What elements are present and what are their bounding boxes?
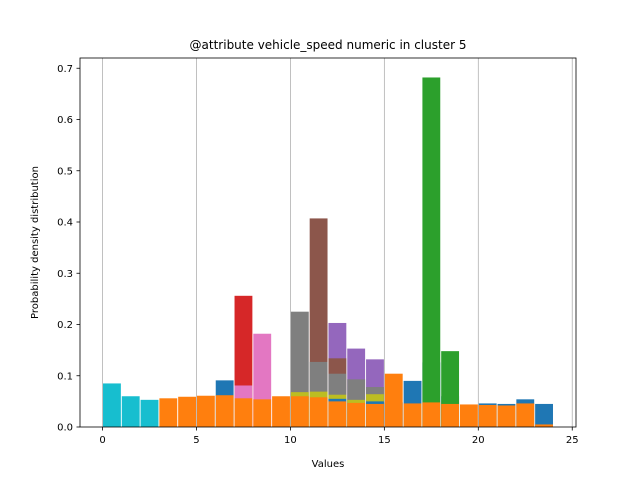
- y-tick-label: 0.4: [57, 218, 73, 229]
- bar: [159, 398, 178, 427]
- bar: [497, 405, 516, 427]
- bar: [403, 403, 422, 427]
- x-tick-label: 10: [284, 435, 297, 446]
- bar: [441, 403, 460, 427]
- bar: [290, 396, 309, 427]
- bar: [459, 404, 478, 427]
- bar: [422, 77, 441, 427]
- bar: [103, 383, 121, 427]
- bar: [366, 403, 384, 427]
- y-tick-label: 0.6: [57, 115, 73, 126]
- y-tick-label: 0.1: [57, 371, 73, 382]
- chart-title: @attribute vehicle_speed numeric in clus…: [190, 38, 467, 52]
- bar: [196, 395, 215, 427]
- bar: [140, 399, 159, 427]
- bar: [234, 398, 253, 427]
- bar: [272, 396, 290, 427]
- y-tick-label: 0.3: [57, 269, 73, 280]
- y-tick-label: 0.5: [57, 166, 73, 177]
- y-tick-label: 0.0: [57, 423, 73, 434]
- bar: [422, 402, 441, 427]
- y-tick-label: 0.7: [57, 64, 73, 75]
- x-tick-label: 15: [378, 435, 391, 446]
- x-axis-ticks: 0 5 10 15 20 25: [99, 427, 579, 446]
- bar: [516, 403, 535, 427]
- bar: [478, 404, 497, 427]
- bar: [535, 403, 553, 427]
- x-tick-label: 25: [566, 435, 579, 446]
- plot-frame: [79, 57, 577, 428]
- bar: [309, 397, 328, 427]
- y-axis-ticks: 0.0 0.1 0.2 0.3 0.4 0.5 0.6 0.7: [57, 64, 80, 434]
- bar: [384, 373, 403, 427]
- bar: [178, 396, 197, 427]
- bars: [103, 77, 553, 427]
- y-tick-label: 0.2: [57, 320, 73, 331]
- bar: [347, 402, 366, 427]
- x-axis-label: Values: [312, 459, 345, 470]
- x-tick-label: 0: [99, 435, 105, 446]
- x-tick-label: 20: [472, 435, 485, 446]
- bar: [328, 401, 347, 427]
- bar: [253, 399, 272, 427]
- bar: [215, 395, 234, 427]
- x-tick-label: 5: [193, 435, 199, 446]
- y-axis-label: Probability density distribution: [30, 166, 41, 319]
- bar: [535, 424, 553, 427]
- gridlines: [102, 58, 573, 427]
- bar: [121, 396, 140, 427]
